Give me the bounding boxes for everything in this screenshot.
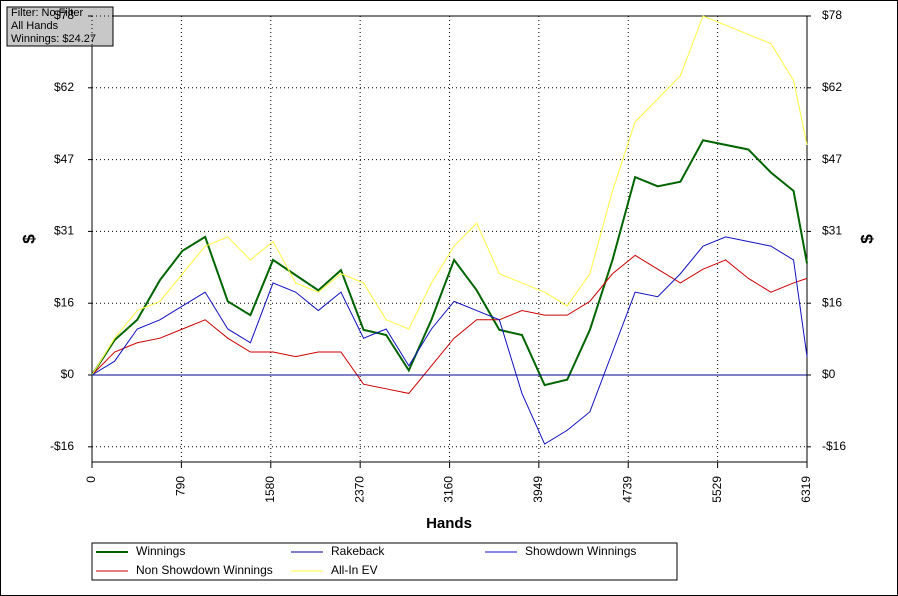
y2-tick-label: -$16 xyxy=(822,439,846,453)
x-tick-label: 790 xyxy=(174,476,188,496)
x-tick-label: 2370 xyxy=(352,476,366,503)
legend-label: Winnings xyxy=(136,544,185,558)
x-axis-label: Hands xyxy=(426,515,472,532)
y-tick-label: $16 xyxy=(54,295,74,309)
y-tick-label: $62 xyxy=(54,80,74,94)
y-tick-label: $31 xyxy=(54,224,74,238)
x-tick-label: 1580 xyxy=(263,476,277,503)
series-line xyxy=(91,15,808,376)
y2-tick-label: $0 xyxy=(822,367,836,381)
legend-label: Rakeback xyxy=(331,544,385,558)
y-tick-label: $47 xyxy=(54,152,74,166)
y2-tick-label: $62 xyxy=(822,80,842,94)
x-tick-label: 6319 xyxy=(799,476,813,503)
y2-tick-label: $31 xyxy=(822,224,842,238)
legend xyxy=(91,542,678,581)
info-line: Winnings: $24.27 xyxy=(11,33,96,45)
x-tick-label: 4739 xyxy=(620,476,634,503)
series-line xyxy=(91,236,808,445)
y-axis-label: $ xyxy=(19,234,38,244)
x-tick-label: 0 xyxy=(84,476,98,483)
x-tick-label: 3949 xyxy=(531,476,545,503)
x-tick-label: 3160 xyxy=(442,476,456,503)
y2-tick-label: $47 xyxy=(822,152,842,166)
x-tick-label: 5529 xyxy=(710,476,724,503)
series-line xyxy=(91,139,808,387)
y-tick-label: -$16 xyxy=(50,439,74,453)
legend-label: Non Showdown Winnings xyxy=(136,563,273,577)
series-line xyxy=(91,254,808,394)
legend-label: All-In EV xyxy=(331,563,378,577)
info-box-bg xyxy=(6,6,114,47)
y-tick-label: $0 xyxy=(61,367,75,381)
y2-axis-label: $ xyxy=(857,234,876,244)
info-line: Filter: No Filter xyxy=(11,7,83,19)
info-box xyxy=(6,6,114,47)
info-line: All Hands xyxy=(11,20,59,32)
legend-label: Showdown Winnings xyxy=(525,544,636,558)
y2-tick-label: $16 xyxy=(822,295,842,309)
y-tick-label: $78 xyxy=(54,8,74,22)
y2-tick-label: $78 xyxy=(822,8,842,22)
